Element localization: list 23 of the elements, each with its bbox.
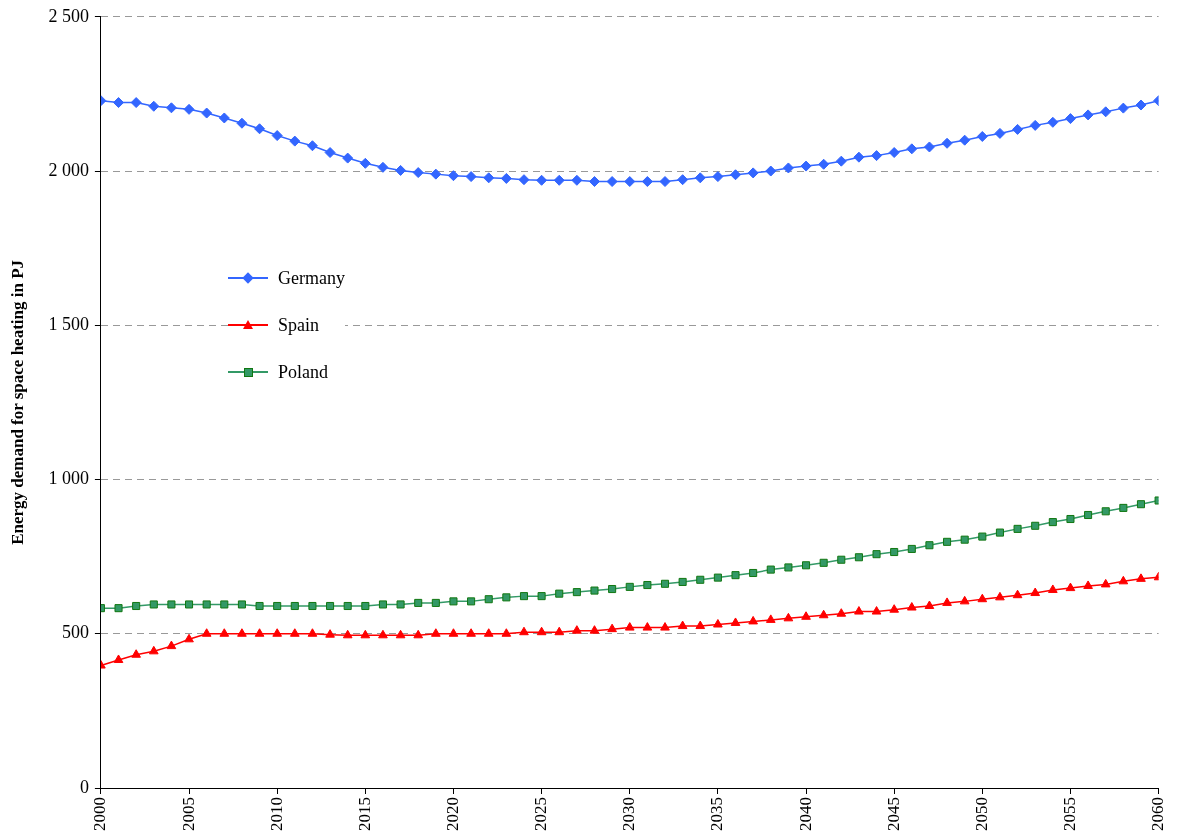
x-tick-label: 2005 xyxy=(178,797,198,831)
x-tick-label: 2020 xyxy=(442,797,462,831)
y-tick-label: 1 500 xyxy=(48,314,89,335)
x-tick-label: 2055 xyxy=(1059,797,1079,831)
x-tick-label: 2030 xyxy=(619,797,639,831)
x-tick-label: 2025 xyxy=(531,797,551,831)
x-tick-label: 2010 xyxy=(266,797,286,831)
x-tick-label: 2060 xyxy=(1148,797,1168,831)
x-tick-label: 2015 xyxy=(354,797,374,831)
x-tick-label: 2040 xyxy=(795,797,815,831)
x-tick-label: 2045 xyxy=(883,797,903,831)
legend-label: Poland xyxy=(278,361,329,383)
x-tick-label: 2050 xyxy=(971,797,991,831)
legend-label: Spain xyxy=(278,314,320,336)
x-tick-label: 2035 xyxy=(707,797,727,831)
y-axis-title: Energy demand for space heating in PJ xyxy=(7,259,27,545)
y-tick-label: 500 xyxy=(61,622,89,643)
y-tick-label: 1 000 xyxy=(48,468,89,489)
y-tick-label: 2 000 xyxy=(48,159,89,180)
y-tick-label: 2 500 xyxy=(48,5,89,26)
legend-label: Germany xyxy=(278,267,345,289)
x-tick-label: 2000 xyxy=(90,797,110,831)
y-tick-label: 0 xyxy=(79,776,89,797)
